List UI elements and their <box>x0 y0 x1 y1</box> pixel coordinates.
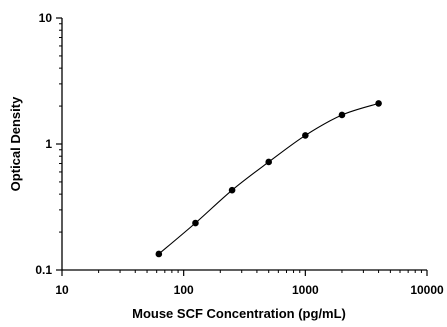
x-tick-label: 100 <box>174 283 194 297</box>
data-point <box>155 250 163 258</box>
data-point <box>192 219 199 227</box>
axes <box>56 17 428 276</box>
x-tick-label: 1000 <box>292 283 319 297</box>
data-point <box>265 158 273 166</box>
data-point <box>302 132 309 139</box>
fit-curve-group <box>158 102 379 255</box>
y-tick-label: 10 <box>39 11 53 25</box>
x-axis-title: Mouse SCF Concentration (pg/mL) <box>132 306 346 321</box>
data-points <box>155 100 382 258</box>
data-point <box>338 111 346 119</box>
fit-curve <box>158 102 379 255</box>
data-point <box>375 100 382 107</box>
data-point <box>228 186 236 194</box>
x-tick-label: 10000 <box>410 283 444 297</box>
y-tick-label: 0.1 <box>35 263 52 277</box>
y-tick-label: 1 <box>45 137 52 151</box>
x-tick-label: 10 <box>55 283 69 297</box>
tick-labels: 0.1 1 10 10 100 1000 10000 <box>35 11 444 297</box>
y-axis-title: Optical Density <box>8 96 23 191</box>
